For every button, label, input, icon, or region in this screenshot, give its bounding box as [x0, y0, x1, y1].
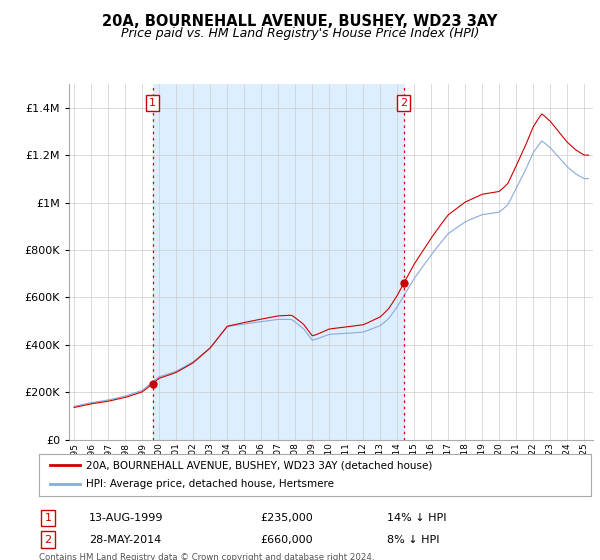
Text: 2: 2 [44, 535, 52, 544]
Bar [152, 84, 404, 440]
Text: 28-MAY-2014: 28-MAY-2014 [89, 535, 161, 544]
Text: 20A, BOURNEHALL AVENUE, BUSHEY, WD23 3AY (detached house): 20A, BOURNEHALL AVENUE, BUSHEY, WD23 3AY… [86, 460, 432, 470]
Text: HPI: Average price, detached house, Hertsmere: HPI: Average price, detached house, Hert… [86, 479, 334, 489]
Text: 14% ↓ HPI: 14% ↓ HPI [387, 513, 446, 523]
Text: Price paid vs. HM Land Registry's House Price Index (HPI): Price paid vs. HM Land Registry's House … [121, 27, 479, 40]
Text: Contains HM Land Registry data © Crown copyright and database right 2024.
This d: Contains HM Land Registry data © Crown c… [39, 553, 374, 560]
Text: 20A, BOURNEHALL AVENUE, BUSHEY, WD23 3AY: 20A, BOURNEHALL AVENUE, BUSHEY, WD23 3AY [103, 14, 497, 29]
Text: £660,000: £660,000 [260, 535, 313, 544]
Text: £235,000: £235,000 [260, 513, 313, 523]
Text: 1: 1 [149, 98, 156, 108]
Text: 1: 1 [44, 513, 52, 523]
Text: 2: 2 [400, 98, 407, 108]
Text: 13-AUG-1999: 13-AUG-1999 [89, 513, 163, 523]
Text: 8% ↓ HPI: 8% ↓ HPI [387, 535, 439, 544]
